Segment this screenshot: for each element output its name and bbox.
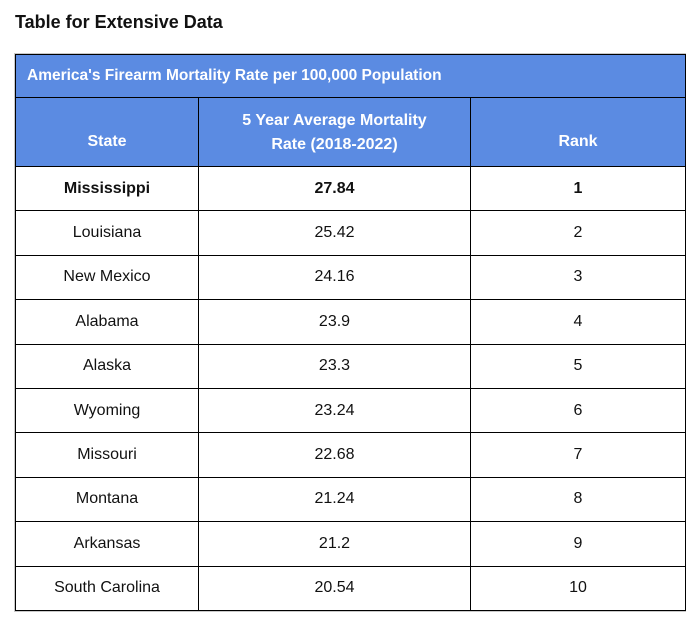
- cell-rate: 23.24: [198, 387, 471, 434]
- page-heading: Table for Extensive Data: [15, 12, 223, 32]
- table-row: Alaska 23.3 5: [15, 343, 687, 389]
- cell-state: Alabama: [15, 299, 199, 345]
- cell-state: Alaska: [15, 343, 199, 389]
- column-header-rate: 5 Year Average Mortality Rate (2018-2022…: [198, 97, 471, 167]
- cell-rate: 25.42: [198, 210, 471, 256]
- cell-rate: 20.54: [198, 565, 471, 611]
- table-row: New Mexico 24.16 3: [15, 254, 687, 301]
- table-header-row: State 5 Year Average Mortality Rate (201…: [15, 97, 687, 167]
- cell-state: New Mexico: [15, 254, 199, 301]
- cell-rate: 22.68: [198, 432, 471, 478]
- cell-rank: 8: [469, 476, 687, 523]
- cell-rate: 24.16: [198, 254, 471, 301]
- table-row: South Carolina 20.54 10: [15, 565, 687, 611]
- cell-rank: 5: [469, 343, 687, 389]
- table-row: Mississippi 27.84 1: [15, 165, 687, 212]
- table-row: Missouri 22.68 7: [15, 432, 687, 478]
- cell-rate: 27.84: [198, 165, 471, 212]
- cell-rank: 9: [469, 521, 687, 567]
- cell-state: Arkansas: [15, 521, 199, 567]
- table-row: Montana 21.24 8: [15, 476, 687, 523]
- firearm-mortality-table: America's Firearm Mortality Rate per 100…: [14, 54, 687, 611]
- cell-rank: 1: [469, 165, 687, 212]
- column-header-rate-line2: Rate (2018-2022): [271, 136, 398, 153]
- data-table-container: America's Firearm Mortality Rate per 100…: [14, 53, 687, 612]
- cell-rate: 21.2: [198, 521, 471, 567]
- table-row: Arkansas 21.2 9: [15, 521, 687, 567]
- cell-rank: 7: [469, 432, 687, 478]
- column-header-rate-line1: 5 Year Average Mortality: [242, 112, 427, 129]
- cell-rank: 3: [469, 254, 687, 301]
- table-row: Louisiana 25.42 2: [15, 210, 687, 256]
- table-body: Mississippi 27.84 1 Louisiana 25.42 2 New Mexi…: [15, 165, 687, 611]
- table-caption-row: America's Firearm Mortality Rate per 100…: [14, 54, 687, 98]
- cell-rank: 6: [469, 387, 687, 434]
- cell-state: Louisiana: [15, 210, 199, 256]
- table-row: Alabama 23.9 4: [15, 299, 687, 345]
- table-row: Wyoming 23.24 6: [15, 387, 687, 434]
- cell-state: Mississippi: [15, 165, 199, 212]
- table-title: America's Firearm Mortality Rate per 100…: [14, 54, 687, 98]
- cell-rank: 4: [469, 299, 687, 345]
- cell-rank: 2: [469, 210, 687, 256]
- cell-state: Wyoming: [15, 387, 199, 434]
- cell-state: Missouri: [15, 432, 199, 478]
- cell-rank: 10: [469, 565, 687, 611]
- column-header-rank: Rank: [469, 97, 687, 167]
- cell-rate: 23.3: [198, 343, 471, 389]
- cell-state: South Carolina: [15, 565, 199, 611]
- cell-state: Montana: [15, 476, 199, 523]
- cell-rate: 21.24: [198, 476, 471, 523]
- column-header-state: State: [15, 97, 199, 167]
- cell-rate: 23.9: [198, 299, 471, 345]
